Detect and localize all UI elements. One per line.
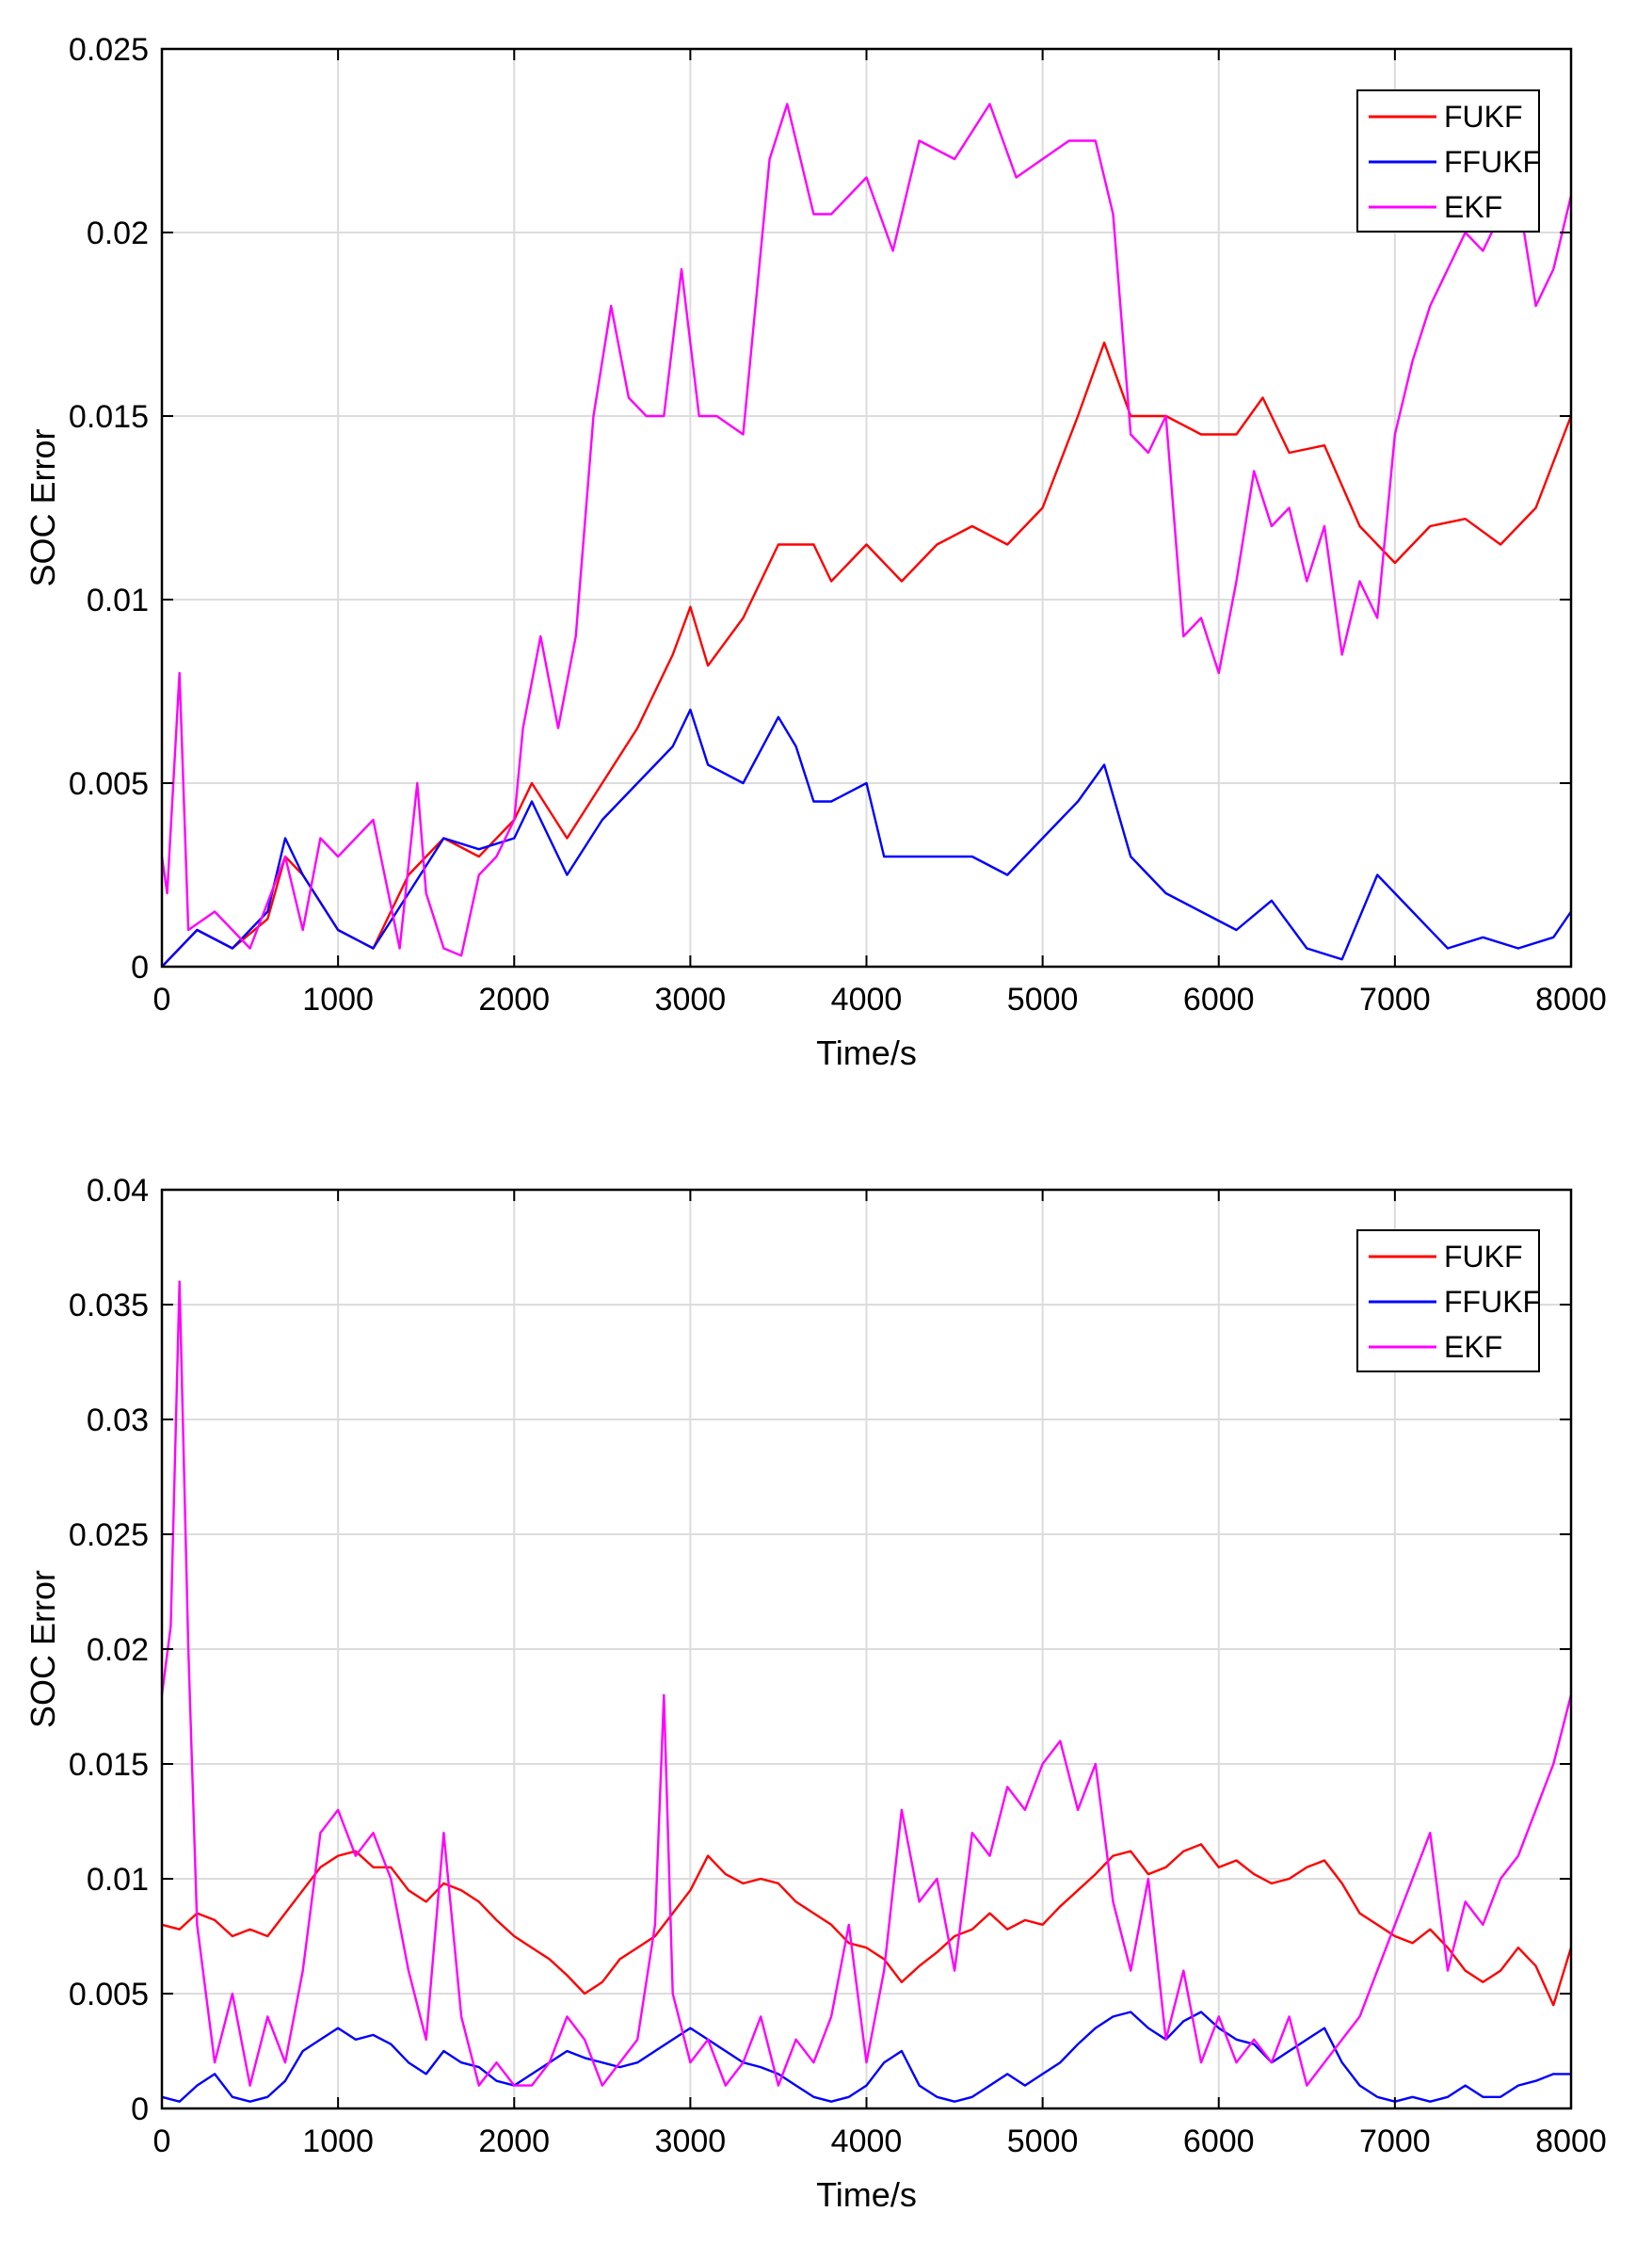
- bottom-y-tick-label: 0.025: [69, 1517, 149, 1553]
- bottom-x-tick-label: 1000: [302, 2124, 374, 2159]
- bottom-series-line-ffukf: [161, 2011, 1571, 2103]
- top-y-tick-label: 0.02: [87, 216, 149, 251]
- top-y-tick-label: 0.01: [87, 583, 149, 618]
- top-series-line-ffukf: [161, 708, 1572, 968]
- top-legend-label-ekf: EKF: [1444, 190, 1502, 224]
- bottom-legend: FUKF FFUKF EKF: [1356, 1229, 1541, 1372]
- bottom-series-group: [160, 1280, 1573, 2103]
- bottom-grid: [162, 1190, 1571, 2108]
- bottom-legend-label-ffukf: FFUKF: [1444, 1285, 1541, 1319]
- bottom-legend-label-fukf: FUKF: [1444, 1240, 1523, 1274]
- top-x-tick-label: 4000: [831, 982, 903, 1018]
- bottom-x-tick-label: 7000: [1359, 2124, 1431, 2159]
- top-chart: 0 1000 2000 3000 4000 5000 6000 7000 8000 0 0.005 0…: [24, 32, 1607, 1072]
- bottom-x-tick-label: 6000: [1183, 2124, 1255, 2159]
- top-y-tick-label: 0.025: [69, 32, 149, 68]
- top-y-tick-label: 0.015: [69, 399, 149, 435]
- top-legend-label-fukf: FUKF: [1444, 100, 1523, 134]
- bottom-y-tick-label: 0.015: [69, 1747, 149, 1783]
- bottom-chart: 0 1000 2000 3000 4000 5000 6000 7000 8000 0 0.005 0…: [24, 1173, 1607, 2214]
- bottom-x-tick-label: 0: [153, 2124, 171, 2159]
- bottom-ticks: 0 1000 2000 3000 4000 5000 6000 7000 8000 0 0.005 0…: [69, 1173, 1607, 2159]
- top-x-tick-label: 7000: [1359, 982, 1431, 1018]
- top-series-line-ekf: [160, 103, 1573, 957]
- top-x-tick-label: 2000: [478, 982, 550, 1018]
- top-x-tick-label: 6000: [1183, 982, 1255, 1018]
- bottom-legend-label-ekf: EKF: [1444, 1330, 1502, 1364]
- top-ticks: 0 1000 2000 3000 4000 5000 6000 7000 8000 0 0.005 0…: [69, 32, 1607, 1018]
- bottom-y-tick-label: 0.04: [87, 1173, 149, 1209]
- top-legend-label-ffukf: FFUKF: [1444, 145, 1541, 179]
- bottom-x-tick-label: 4000: [831, 2124, 903, 2159]
- top-y-axis-label: SOC Error: [24, 428, 62, 586]
- bottom-x-axis-label: Time/s: [816, 2175, 917, 2214]
- bottom-y-tick-label: 0.03: [87, 1402, 149, 1438]
- bottom-y-axis-label: SOC Error: [24, 1570, 62, 1728]
- bottom-y-tick-label: 0.02: [87, 1632, 149, 1668]
- top-x-tick-label: 8000: [1535, 982, 1607, 1018]
- bottom-x-tick-label: 3000: [655, 2124, 727, 2159]
- top-x-tick-label: 0: [153, 982, 171, 1018]
- top-y-tick-label: 0.005: [69, 766, 149, 802]
- top-legend: FUKF FFUKF EKF: [1356, 89, 1541, 232]
- top-y-tick-label: 0: [131, 950, 149, 986]
- bottom-series-line-fukf: [161, 1843, 1573, 2007]
- top-series-group: [160, 103, 1573, 968]
- bottom-series-line-ekf: [160, 1280, 1573, 2087]
- top-x-axis-label: Time/s: [816, 1034, 917, 1072]
- bottom-x-tick-label: 2000: [478, 2124, 550, 2159]
- top-x-tick-label: 1000: [302, 982, 374, 1018]
- bottom-y-tick-label: 0.005: [69, 1977, 149, 2012]
- top-x-tick-label: 3000: [655, 982, 727, 1018]
- top-x-tick-label: 5000: [1007, 982, 1079, 1018]
- bottom-y-tick-label: 0: [131, 2092, 149, 2127]
- bottom-y-tick-label: 0.01: [87, 1862, 149, 1898]
- top-series-line-fukf: [161, 341, 1573, 968]
- bottom-x-tick-label: 5000: [1007, 2124, 1079, 2159]
- bottom-x-tick-label: 8000: [1535, 2124, 1607, 2159]
- bottom-y-tick-label: 0.035: [69, 1288, 149, 1323]
